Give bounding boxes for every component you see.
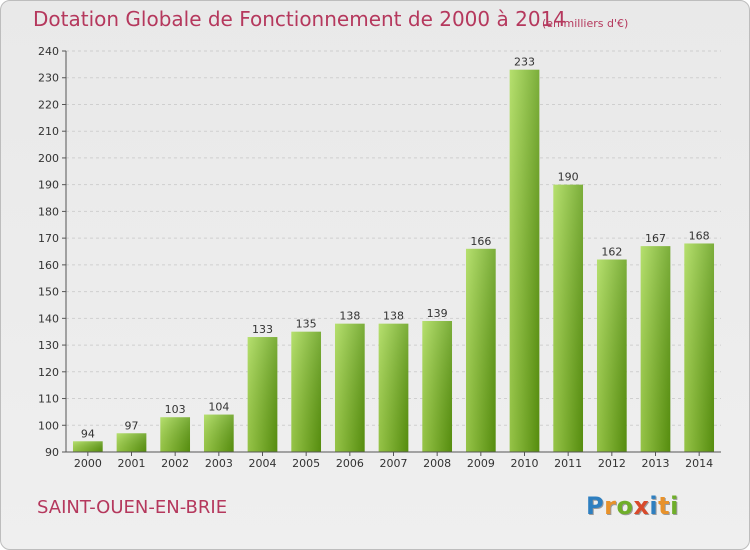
data-label: 135	[296, 318, 317, 331]
y-tick-label: 210	[38, 125, 59, 138]
bar-shade	[291, 331, 322, 452]
x-tick-label: 2009	[467, 457, 495, 470]
logo-letter: x	[633, 492, 650, 520]
x-tick-label: 2003	[205, 457, 233, 470]
y-tick-label: 220	[38, 98, 59, 111]
bar-shade	[72, 441, 103, 452]
x-tick-label: 2006	[336, 457, 364, 470]
logo-letter: i	[670, 492, 679, 520]
data-label: 233	[514, 56, 535, 69]
logo-letter: r	[604, 492, 617, 520]
bar-shade	[378, 323, 409, 452]
bar-shade	[422, 321, 453, 452]
x-tick-label: 2004	[249, 457, 277, 470]
data-label: 166	[470, 235, 491, 248]
axis-layer: 90 100 110 120 130 140 150 160 170 180 190 200 210 22…	[38, 45, 721, 470]
x-tick-label: 2011	[554, 457, 582, 470]
data-label: 138	[339, 310, 360, 323]
y-tick-label: 190	[38, 179, 59, 192]
bar-shade	[684, 243, 715, 452]
unit-note: (en milliers d'€)	[542, 17, 629, 30]
data-label: 139	[427, 307, 448, 320]
x-tick-label: 2002	[161, 457, 189, 470]
logo-letter: t	[658, 492, 671, 520]
x-tick-label: 2000	[74, 457, 102, 470]
y-tick-label: 100	[38, 419, 59, 432]
x-tick-label: 2005	[292, 457, 320, 470]
x-tick-label: 2013	[642, 457, 670, 470]
bar-shade	[640, 246, 671, 452]
y-tick-label: 230	[38, 72, 59, 85]
data-label: 168	[689, 229, 710, 242]
bar-shade	[160, 417, 191, 452]
y-tick-label: 140	[38, 312, 59, 325]
y-tick-label: 180	[38, 205, 59, 218]
x-tick-label: 2001	[118, 457, 146, 470]
bar-shade	[247, 337, 278, 452]
y-tick-label: 200	[38, 152, 59, 165]
data-label: 190	[558, 171, 579, 184]
x-tick-label: 2010	[511, 457, 539, 470]
bar-shade	[334, 323, 365, 452]
logo-letter: o	[616, 492, 634, 520]
y-tick-label: 120	[38, 366, 59, 379]
y-tick-label: 130	[38, 339, 59, 352]
x-tick-label: 2012	[598, 457, 626, 470]
grid-layer	[66, 50, 721, 426]
commune-name: SAINT-OUEN-EN-BRIE	[37, 497, 228, 518]
bar-shade	[596, 259, 627, 452]
proxiti-logo: Proxiti	[586, 492, 679, 520]
data-label: 103	[165, 403, 186, 416]
logo-letter: P	[586, 492, 605, 520]
y-tick-label: 110	[38, 393, 59, 406]
data-label: 133	[252, 323, 273, 336]
data-label: 94	[81, 427, 95, 440]
data-label: 162	[601, 246, 622, 259]
data-label: 167	[645, 232, 666, 245]
y-tick-label: 160	[38, 259, 59, 272]
y-tick-label: 90	[45, 446, 59, 459]
data-label: 97	[125, 419, 139, 432]
x-tick-label: 2014	[685, 457, 713, 470]
y-tick-label: 170	[38, 232, 59, 245]
bar-shade	[203, 414, 234, 452]
bars-layer: 94 97 103 104 133 135 138 138 139 166 233 190 162 167…	[72, 56, 715, 453]
x-tick-label: 2007	[380, 457, 408, 470]
data-label: 138	[383, 310, 404, 323]
chart-title: Dotation Globale de Fonctionnement de 20…	[33, 7, 566, 31]
x-tick-label: 2008	[423, 457, 451, 470]
bar-shade	[553, 184, 584, 452]
logo-letter: i	[649, 492, 659, 520]
y-tick-label: 150	[38, 286, 59, 299]
bar-shade	[116, 433, 147, 452]
bar-shade	[465, 248, 496, 452]
y-tick-label: 240	[38, 45, 59, 58]
data-label: 104	[208, 401, 229, 414]
bar-shade	[509, 69, 540, 453]
